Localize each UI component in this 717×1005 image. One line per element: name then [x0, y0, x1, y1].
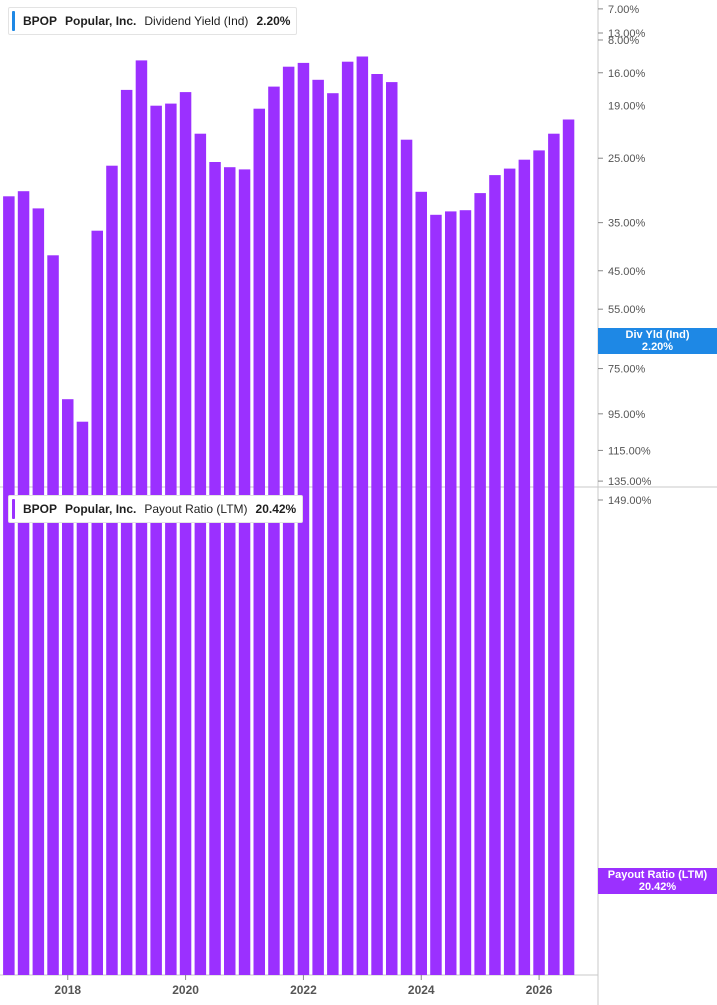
payout-bar	[106, 165, 118, 975]
badge-value: 20.42%	[638, 881, 677, 893]
y-tick-label: 135.00%	[608, 476, 652, 488]
y-tick-label: 55.00%	[608, 304, 646, 316]
payout-bar	[356, 56, 369, 975]
y-tick-label: 95.00%	[608, 409, 646, 421]
y-tick-label: 7.00%	[608, 4, 639, 16]
x-tick-label: 2022	[290, 983, 317, 997]
payout-bar	[238, 169, 251, 975]
legend-ticker: BPOP	[23, 502, 58, 516]
payout-bar	[194, 133, 207, 975]
payout-bar	[150, 105, 162, 975]
payout-bar	[371, 74, 383, 975]
x-axis: 2018 2020 2022 2024 2026	[54, 975, 553, 997]
payout-bar	[179, 92, 192, 976]
badge-label: Payout Ratio (LTM)	[607, 869, 708, 881]
payout-bar	[415, 191, 427, 976]
legend-metric: Dividend Yield (Ind)	[144, 14, 249, 28]
payout-bar	[341, 61, 354, 975]
payout-bar	[489, 175, 501, 976]
payout-bar	[47, 255, 59, 976]
payout-bar	[327, 93, 339, 975]
payout-bar	[3, 196, 15, 976]
payout-bar	[297, 62, 310, 975]
payout-bar	[76, 421, 89, 975]
payout-bar	[533, 150, 545, 975]
payout-bar	[400, 139, 413, 975]
legend-value: 20.42%	[255, 502, 297, 516]
y-tick-label: 45.00%	[608, 266, 646, 278]
payout-last-value-badge: Payout Ratio (LTM) 20.42%	[598, 868, 717, 894]
payout-bar	[386, 82, 398, 976]
x-tick-label: 2024	[408, 983, 435, 997]
x-tick-label: 2026	[526, 983, 553, 997]
y-tick-label: 35.00%	[608, 218, 646, 230]
payout-bar	[165, 103, 177, 976]
payout-bar	[562, 119, 575, 975]
legend-company: Popular, Inc.	[65, 502, 137, 516]
y-tick-label: 13.00%	[608, 28, 646, 40]
y-tick-label: 19.00%	[608, 101, 646, 113]
payout-bar	[503, 168, 516, 976]
y-tick-label: 8.00%	[608, 35, 639, 47]
yield-legend[interactable]: BPOP Popular, Inc. Dividend Yield (Ind) …	[8, 7, 298, 35]
y-tick-label: 115.00%	[608, 445, 651, 457]
payout-legend[interactable]: BPOP Popular, Inc. Payout Ratio (LTM) 20…	[8, 495, 304, 523]
payout-bar	[17, 191, 30, 975]
payout-bar	[474, 193, 486, 976]
payout-bar	[548, 133, 560, 975]
payout-bar	[120, 89, 133, 975]
payout-bar	[32, 208, 45, 975]
y-tick-label: 25.00%	[608, 153, 646, 165]
legend-ticker: BPOP	[23, 14, 58, 28]
x-tick-label: 2018	[54, 983, 81, 997]
payout-bar	[268, 86, 280, 976]
yield-last-value-badge: Div Yld (Ind) 2.20%	[598, 328, 717, 354]
y-tick-label: 16.00%	[608, 68, 646, 80]
y-tick-label: 149.00%	[608, 495, 652, 507]
badge-value: 2.20%	[641, 341, 674, 353]
payout-bar	[445, 211, 457, 975]
legend-value: 2.20%	[256, 14, 291, 28]
yield-series-swatch	[12, 11, 15, 31]
legend-company: Popular, Inc.	[65, 14, 137, 28]
x-tick-label: 2020	[172, 983, 199, 997]
y-tick-label: 75.00%	[608, 364, 646, 376]
payout-bar	[518, 159, 531, 975]
payout-series-swatch	[12, 499, 15, 519]
payout-bar	[91, 230, 103, 975]
legend-metric: Payout Ratio (LTM)	[144, 502, 248, 516]
payout-y-axis: 149.00% 135.00% 115.00% 95.00% 75.00% 55.00% 4…	[598, 28, 652, 507]
badge-label: Div Yld (Ind)	[625, 329, 690, 341]
payout-bar	[312, 79, 324, 976]
payout-bar	[62, 399, 74, 975]
payout-bar	[253, 108, 265, 975]
payout-bar	[224, 167, 236, 975]
payout-bar	[430, 214, 442, 976]
payout-bar	[209, 162, 221, 975]
yield-y-axis: 8.00%7.00%6.00%5.00%4.00%3.00%2.00%	[598, 4, 639, 47]
payout-bar	[459, 210, 472, 975]
